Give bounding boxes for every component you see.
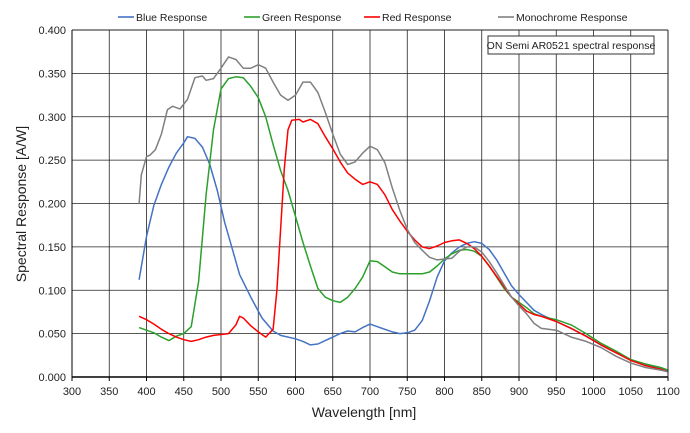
y-tick-label: 0.000 [38,372,66,384]
y-tick-label: 0.200 [38,199,66,211]
annotation-frame [487,35,655,55]
legend-label: Monochrome Response [516,12,628,24]
legend: Blue Response Green Response Red Response M… [118,12,628,24]
x-tick-label: 650 [324,386,342,398]
y-tick-label: 0.350 [38,68,66,80]
legend-label: Green Response [262,12,342,24]
x-tick-label: 1100 [656,386,680,398]
legend-item-red-response: Red Response [364,12,452,24]
annotation-box: ON Semi AR0521 spectral response [487,35,656,55]
x-tick-label: 700 [361,386,379,398]
y-tick-label: 0.250 [38,155,66,167]
x-tick-label: 300 [63,386,81,398]
legend-label: Red Response [382,12,452,24]
x-tick-label: 750 [398,386,416,398]
series-line-green-response [138,76,669,371]
x-tick-label: 1050 [619,386,643,398]
y-tick-label: 0.150 [38,242,66,254]
legend-item-green-response: Green Response [244,12,342,24]
series-line-red-response [138,118,669,373]
legend-label: Blue Response [136,12,207,24]
x-tick-label: 450 [175,386,193,398]
annotation-text: ON Semi AR0521 spectral response [487,40,656,52]
x-tick-label: 1000 [581,386,605,398]
legend-item-blue-response: Blue Response [118,12,207,24]
tick-labels: 300 350 400 450 500 550 600 650 700 750 800 850 900 9… [38,25,679,398]
x-tick-label: 500 [212,386,230,398]
y-tick-label: 0.050 [38,329,66,341]
y-axis-title: Spectral Response [A/W] [13,126,29,282]
x-tick-label: 600 [286,386,304,398]
x-tick-label: 850 [473,386,491,398]
x-axis-title: Wavelength [nm] [312,404,417,420]
y-tick-label: 0.400 [38,25,66,37]
legend-item-monochrome-response: Monochrome Response [498,12,628,24]
series-line-blue-response [138,135,669,372]
x-tick-label: 950 [547,386,565,398]
x-tick-label: 550 [249,386,267,398]
series-group [138,56,669,373]
series-line-monochrome-response [138,56,669,373]
x-tick-label: 800 [435,386,453,398]
axes [71,29,669,381]
x-tick-label: 350 [100,386,118,398]
x-tick-label: 900 [510,386,528,398]
y-tick-label: 0.100 [38,285,66,297]
x-tick-label: 400 [137,386,155,398]
y-tick-label: 0.300 [38,112,66,124]
